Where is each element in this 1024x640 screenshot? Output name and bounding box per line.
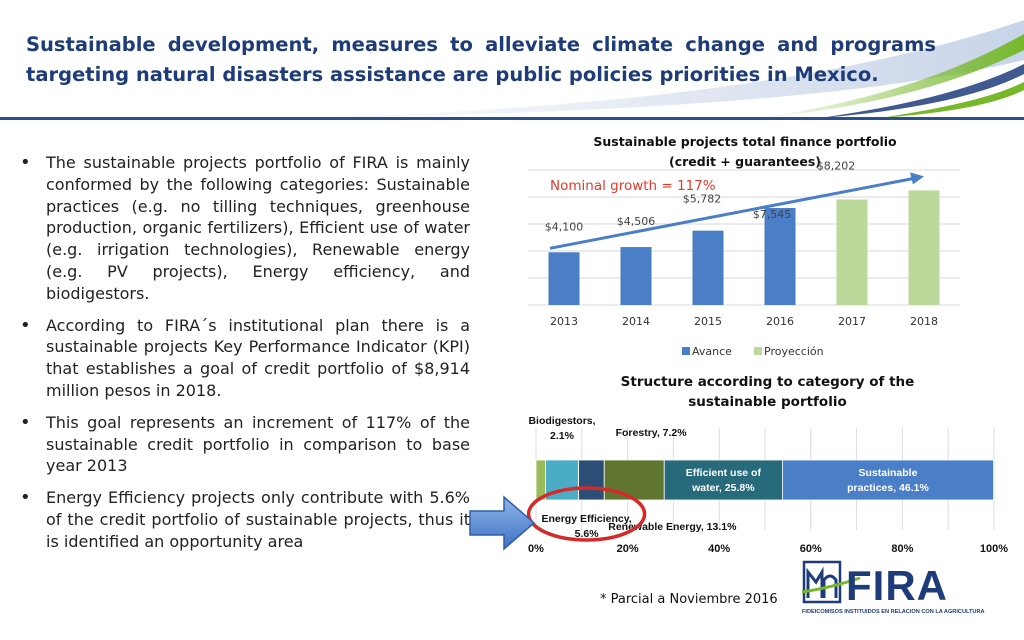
bullet-item: According to FIRA´s institutional plan t… (20, 315, 470, 402)
bar-2017 (836, 199, 868, 305)
segment-2 (578, 459, 605, 501)
data-label: $8,202 (817, 160, 856, 173)
segment-label-line: Biodigestors, (528, 415, 595, 427)
bar-2015 (692, 230, 724, 305)
bar-2016 (764, 207, 796, 305)
data-label: $4,100 (545, 220, 584, 233)
header: Sustainable development, measures to all… (0, 0, 1024, 120)
data-label: $4,506 (617, 215, 656, 228)
structure-chart-title: Structure according to category of the s… (620, 374, 915, 410)
segment-label-line: Sustainable (859, 467, 918, 479)
header-wave-graphic (300, 20, 1024, 118)
segment-label-line: Forestry, 7.2% (616, 427, 688, 439)
x-tick-label: 2013 (550, 315, 578, 328)
legend-entry: Avance (692, 345, 732, 358)
segment-label: Biodigestors, 2.1% (528, 415, 595, 442)
data-label: $7,545 (753, 208, 792, 221)
trend-arrow-line (549, 176, 915, 250)
segment-5 (782, 459, 994, 501)
segment-3 (603, 459, 665, 501)
growth-annotation: Nominal growth = 117% (550, 178, 716, 194)
bullet-item: The sustainable projects portfolio of FI… (20, 152, 470, 305)
fira-logo: FIRA FIDEICOMISOS INSTITUIDOS EN RELACIO… (801, 560, 985, 615)
bar-2014 (620, 247, 652, 305)
bar-2018 (908, 190, 940, 305)
bullet-item: Energy Efficiency projects only contribu… (20, 487, 470, 552)
trend-arrow-head (910, 172, 924, 185)
portfolio-chart-title: Sustainable projects total finance portf… (593, 134, 897, 169)
segment-4 (663, 459, 783, 501)
segment-label: Forestry, 7.2% (616, 427, 688, 439)
x-tick-label: 20% (617, 543, 639, 555)
segment-label: Energy Efficiency, 5.6% (541, 513, 631, 540)
bullet-list: The sustainable projects portfolio of FI… (20, 152, 470, 563)
segment-label-line: Energy Efficiency, (541, 513, 631, 525)
header-divider (0, 117, 1024, 120)
x-tick-label: 2017 (838, 315, 866, 328)
segment-0 (535, 459, 547, 501)
x-tick-label: 40% (708, 543, 730, 555)
pointer-arrow-icon (469, 495, 536, 551)
segment-label: Efficient use of (686, 467, 762, 479)
data-label: $5,782 (683, 193, 722, 206)
x-tick-label: 100% (980, 543, 1008, 555)
portfolio-bar-chart: 2013 2014 2015 2016 2017 2018 $4,100 $4,506 $5,7… (528, 160, 960, 358)
legend-entry: Proyección (764, 345, 824, 358)
segment-label-line: 2.1% (550, 430, 575, 442)
x-tick-label: 2015 (694, 315, 722, 328)
segment-label: Sustainable (859, 467, 918, 479)
page-title: Sustainable development, measures to all… (26, 33, 936, 86)
x-tick-label: 0% (528, 543, 544, 555)
bullet-item: This goal represents an increment of 117… (20, 412, 470, 477)
legend-swatch (754, 347, 762, 355)
x-tick-label: 2014 (622, 315, 650, 328)
x-tick-label: 2016 (766, 315, 794, 328)
bar-2013 (548, 252, 580, 305)
footnote: * Parcial a Noviembre 2016 (600, 592, 778, 607)
structure-stacked-bar-chart: Biodigestors, 2.1% Forestry, 7.2% Energy Ef… (526, 415, 1008, 555)
highlight-ellipse (526, 486, 647, 542)
segment-label: practices, 46.1% (847, 482, 929, 494)
x-tick-label: 60% (800, 543, 822, 555)
x-tick-label: 80% (891, 543, 913, 555)
segment-label-line: 5.6% (575, 528, 600, 540)
svg-text:FIRA: FIRA (846, 562, 948, 609)
segment-label-line: Efficient use of (686, 467, 762, 479)
segment-label: water, 25.8% (691, 482, 755, 494)
legend-swatch (682, 347, 690, 355)
logo-subtitle: FIDEICOMISOS INSTITUIDOS EN RELACION CON… (802, 609, 985, 615)
x-tick-label: 2018 (910, 315, 938, 328)
